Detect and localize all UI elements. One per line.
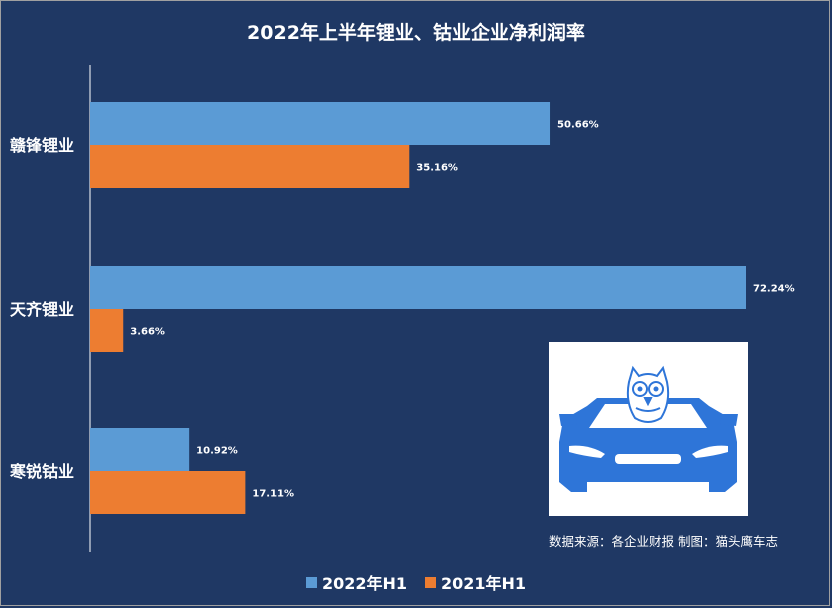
legend-label-2022h1: 2022年H1: [321, 574, 407, 593]
chart-title: 2022年上半年锂业、钴业企业净利润率: [247, 22, 585, 44]
source-note: 数据来源：各企业财报 制图：猫头鹰车志: [549, 534, 778, 549]
logo: [549, 342, 748, 516]
owl-in-car-icon: [559, 365, 738, 492]
legend-item-2021h1: 2021年H1: [425, 570, 526, 594]
data-label: 50.66%: [557, 120, 599, 131]
legend: 2022年H1 2021年H1: [0, 570, 832, 594]
bar-2022h1: [90, 266, 746, 309]
data-label: 35.16%: [416, 163, 458, 174]
data-label: 10.92%: [196, 446, 238, 457]
data-label: 17.11%: [252, 489, 294, 500]
data-label: 3.66%: [130, 327, 165, 338]
category-label: 赣锋锂业: [10, 136, 74, 155]
bar-2021h1: [90, 145, 410, 188]
legend-item-2022h1: 2022年H1: [305, 570, 407, 594]
data-label: 72.24%: [753, 284, 795, 295]
bar-2022h1: [90, 102, 551, 145]
category-label: 寒锐钴业: [9, 462, 74, 481]
bar-2021h1: [90, 309, 124, 352]
bar-2022h1: [90, 428, 190, 471]
category-label: 天齐锂业: [10, 300, 74, 319]
legend-swatch-2021h1: [425, 576, 436, 588]
bar-2021h1: [90, 471, 246, 514]
legend-label-2021h1: 2021年H1: [441, 574, 527, 593]
legend-swatch-2022h1: [305, 576, 317, 588]
